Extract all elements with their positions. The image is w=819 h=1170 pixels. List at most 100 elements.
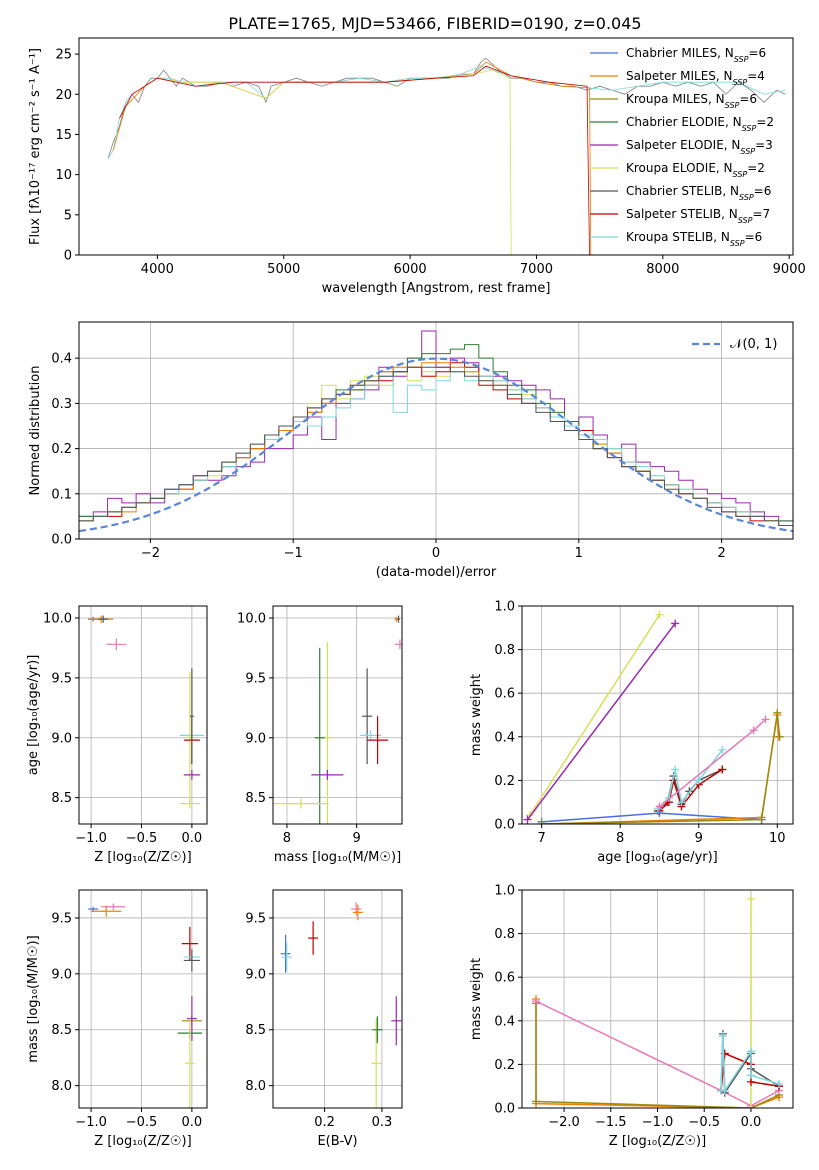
panel-mass_vs_Z: −1.0 −0.5 0.0 8.0 8.5 9.0 9.5 Z [log₁₀(Z/Z☉)] ma… xyxy=(26,889,208,1149)
x-tick-label: 4000 xyxy=(141,262,174,277)
legend-entry: Salpeter STELIB, NSSP=7 xyxy=(626,207,770,225)
data-point xyxy=(774,1080,783,1089)
series-salpeter-elodie xyxy=(526,622,676,821)
series-salpeter-miles xyxy=(541,714,780,824)
y-tick-label: 0.2 xyxy=(494,774,515,789)
x-tick-label: 8 xyxy=(616,831,624,846)
y-tick-label: 9.5 xyxy=(245,671,266,686)
y-tick-label: 0.4 xyxy=(494,1014,515,1029)
data-point xyxy=(720,1086,729,1095)
y-tick-label: 25 xyxy=(55,48,72,63)
figure-title: PLATE=1765, MJD=53466, FIBERID=0190, z=0… xyxy=(228,14,641,33)
y-tick-label: 9.0 xyxy=(51,967,72,982)
histogram-chabrier-stelib xyxy=(79,366,793,526)
y-tick-label: 15 xyxy=(55,128,72,143)
panel-mass_weight_vs_Z: −2.0 −1.5 −1.0 −0.5 0.0 0.0 0.2 0.4 0.6 0.8 1.0 Z [… xyxy=(469,884,794,1149)
legend-entry: Chabrier MILES, NSSP=6 xyxy=(626,46,766,64)
y-tick-label: 0.8 xyxy=(494,643,515,658)
legend-entry: Chabrier ELODIE, NSSP=2 xyxy=(626,115,774,133)
panel-age_vs_mass: 8 9 8.5 9.0 9.5 10.0 mass [log₁₀(M/M☉)] xyxy=(237,605,403,865)
y-tick-label: 0.6 xyxy=(494,971,515,986)
y-axis-label: Flux [fλ10⁻¹⁷ erg cm⁻² s⁻¹ A⁻¹] xyxy=(28,48,43,245)
axes-frame xyxy=(78,37,794,256)
y-tick-label: 0.4 xyxy=(51,352,72,367)
series-kroupa-miles xyxy=(541,712,781,824)
panel-mass_vs_EBV: 0.2 0.3 8.0 8.5 9.0 9.5 E(B-V) xyxy=(245,889,403,1149)
legend-entry: Kroupa STELIB, NSSP=6 xyxy=(626,230,762,248)
data-point xyxy=(761,715,770,724)
y-tick-label: 0.6 xyxy=(494,687,515,702)
y-tick-label: 9.0 xyxy=(245,731,266,746)
x-axis-label: mass [log₁₀(M/M☉)] xyxy=(274,850,401,865)
plot-area xyxy=(79,322,793,539)
y-tick-label: 0 xyxy=(64,249,72,264)
y-tick-label: 0.2 xyxy=(51,442,72,457)
histogram-kroupa-stelib xyxy=(79,371,793,526)
y-tick-label: 8.0 xyxy=(51,1079,72,1094)
data-point xyxy=(775,732,784,741)
axes-frame xyxy=(78,605,208,825)
y-tick-label: 9.5 xyxy=(51,911,72,926)
y-tick-label: 0.4 xyxy=(494,730,515,745)
y-tick-label: 8.0 xyxy=(245,1079,266,1094)
x-tick-label: 5000 xyxy=(267,262,300,277)
x-tick-label: 9000 xyxy=(773,262,806,277)
data-point xyxy=(718,1032,727,1041)
x-axis-label: (data-model)/error xyxy=(376,565,497,580)
x-tick-label: −0.5 xyxy=(126,1115,158,1130)
series-pink xyxy=(658,718,767,808)
x-tick-label: 10 xyxy=(769,831,786,846)
data-point xyxy=(718,745,727,754)
plot-area xyxy=(522,890,793,1108)
x-tick-label: −0.5 xyxy=(126,831,158,846)
y-tick-label: 9.0 xyxy=(245,967,266,982)
plot-area xyxy=(79,606,207,824)
y-tick-label: 0.0 xyxy=(494,818,515,833)
y-tick-label: 8.5 xyxy=(245,1023,266,1038)
axes-frame xyxy=(272,605,403,825)
x-tick-label: −1.0 xyxy=(75,831,107,846)
data-point xyxy=(746,1104,755,1108)
x-axis-label: age [log₁₀(age/yr)] xyxy=(597,850,718,865)
x-tick-label: 0.0 xyxy=(741,1115,762,1130)
y-tick-label: 0.2 xyxy=(494,1058,515,1073)
data-point xyxy=(746,1047,755,1056)
x-tick-label: −2 xyxy=(141,546,160,561)
x-tick-label: −1 xyxy=(284,546,303,561)
plot-area xyxy=(107,57,786,255)
y-axis-label: mass [log₁₀(M/M☉)] xyxy=(26,935,41,1062)
data-point xyxy=(664,793,673,802)
x-tick-label: 0.0 xyxy=(182,831,203,846)
x-tick-label: 0.2 xyxy=(314,1115,335,1130)
x-tick-label: 0 xyxy=(432,546,440,561)
x-axis-label: E(B-V) xyxy=(317,1134,357,1149)
y-axis-label: mass weight xyxy=(469,958,484,1040)
y-tick-label: 8.5 xyxy=(51,1023,72,1038)
x-axis-label: Z [log₁₀(Z/Z☉)] xyxy=(94,1134,191,1149)
y-tick-label: 8.5 xyxy=(51,791,72,806)
x-tick-label: −2.0 xyxy=(548,1115,580,1130)
data-point xyxy=(718,765,727,774)
y-tick-label: 0.1 xyxy=(51,487,72,502)
x-tick-label: 0.0 xyxy=(182,1115,203,1130)
data-point xyxy=(532,1097,541,1106)
x-tick-label: 7000 xyxy=(520,262,553,277)
normal-curve xyxy=(79,357,793,533)
panel-mass_weight_vs_age: 7 8 9 10 0.0 0.2 0.4 0.6 0.8 1.0 age [log₁₀(age/yr… xyxy=(469,600,794,865)
y-tick-label: 0.3 xyxy=(51,397,72,412)
series-kroupa-miles xyxy=(535,1003,780,1108)
y-tick-label: 0.0 xyxy=(494,1102,515,1117)
x-tick-label: 9 xyxy=(353,831,361,846)
series-salpeter-miles xyxy=(112,61,592,255)
legend-entry: Chabrier STELIB, NSSP=6 xyxy=(626,184,771,202)
data-point xyxy=(537,820,546,824)
x-axis-label: wavelength [Angstrom, rest frame] xyxy=(322,281,551,296)
series-kroupa-elodie xyxy=(144,69,512,255)
y-tick-label: 10 xyxy=(55,168,72,183)
y-axis-label: Normed distribution xyxy=(28,366,43,496)
x-tick-label: 8000 xyxy=(646,262,679,277)
plot-area xyxy=(273,890,402,1108)
data-point xyxy=(749,726,758,735)
series-salpeter-stelib xyxy=(658,768,723,812)
axes-frame xyxy=(272,889,403,1109)
